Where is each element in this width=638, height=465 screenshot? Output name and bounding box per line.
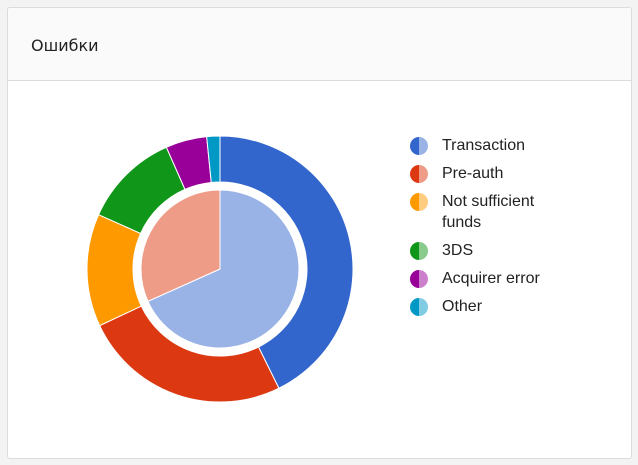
legend-item[interactable]: Other xyxy=(410,296,552,317)
legend-label: Transaction xyxy=(442,137,525,154)
legend-item[interactable]: Pre-auth xyxy=(410,163,552,184)
legend-label: 3DS xyxy=(442,242,474,259)
legend-swatch-icon xyxy=(410,165,428,183)
card-title: Ошибки xyxy=(31,36,99,55)
legend-item[interactable]: Acquirer error xyxy=(410,268,552,289)
legend-swatch-icon xyxy=(410,270,428,288)
errors-card: Ошибки Transaction Pre-auth Not sufficient… xyxy=(7,7,632,459)
outer-slice-transaction[interactable] xyxy=(219,135,354,389)
legend-swatch-icon xyxy=(410,298,428,316)
legend-label: Not sufficient funds xyxy=(442,193,535,231)
legend-item[interactable]: 3DS xyxy=(410,240,552,261)
card-header xyxy=(8,8,631,81)
legend-item[interactable]: Transaction xyxy=(410,135,552,156)
outer-slice-other[interactable] xyxy=(206,135,221,183)
legend-swatch-icon xyxy=(410,193,428,211)
legend-swatch-icon xyxy=(410,137,428,155)
legend-label: Pre-auth xyxy=(442,165,504,182)
legend-label: Other xyxy=(442,298,483,315)
inner-slice-pre-auth[interactable] xyxy=(140,189,221,302)
legend-swatch-icon xyxy=(410,242,428,260)
outer-slice-not-sufficient-funds[interactable] xyxy=(86,213,142,327)
legend-label: Acquirer error xyxy=(442,270,540,287)
inner-slice-transaction[interactable] xyxy=(147,189,300,349)
errors-pie-chart xyxy=(86,135,354,403)
legend-item[interactable]: Not sufficient funds xyxy=(410,191,552,233)
chart-legend: Transaction Pre-auth Not sufficient funds 3… xyxy=(410,135,552,324)
